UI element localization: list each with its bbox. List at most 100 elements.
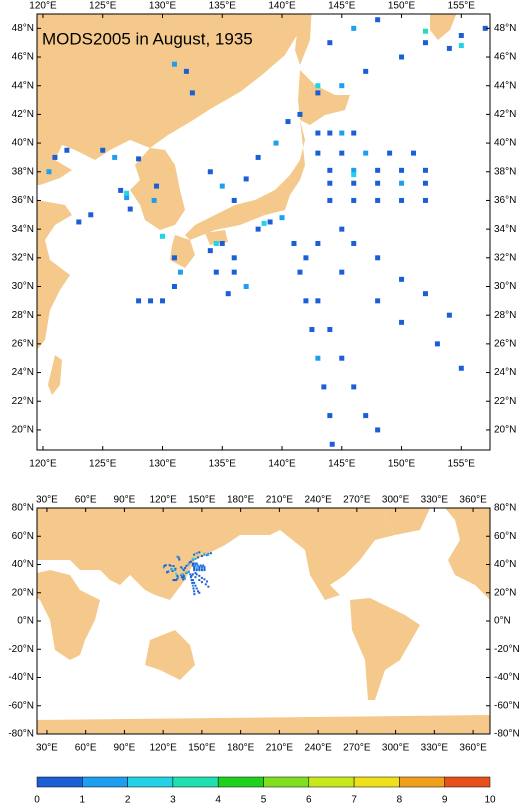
- observation: [180, 576, 183, 579]
- observation: [176, 574, 179, 577]
- observation: [399, 167, 405, 173]
- observation: [191, 564, 194, 567]
- observation: [193, 590, 196, 593]
- observation: [174, 569, 177, 572]
- observation: [187, 563, 190, 566]
- observation: [225, 291, 231, 297]
- x-tick-label: 300°E: [382, 495, 410, 506]
- observation: [198, 591, 201, 594]
- observation: [207, 169, 213, 175]
- x-tick-label: 180°E: [227, 495, 255, 506]
- observation: [213, 269, 219, 275]
- land: [350, 598, 420, 700]
- x-tick-label: 145°E: [328, 1, 356, 12]
- observation: [399, 276, 405, 282]
- observation: [315, 90, 321, 96]
- observation: [203, 552, 206, 555]
- observation: [188, 561, 191, 564]
- observation: [351, 130, 357, 136]
- observation: [273, 140, 279, 146]
- observation: [363, 413, 369, 419]
- x-tick-label: 120°E: [29, 1, 57, 12]
- x-tick-label: 135°E: [209, 459, 237, 470]
- observation: [204, 583, 207, 586]
- y-tick-label: 26°N: [494, 339, 516, 350]
- x-tick-label: 270°E: [343, 495, 371, 506]
- observation: [148, 298, 154, 304]
- observation: [422, 197, 428, 203]
- x-tick-label: 145°E: [328, 459, 356, 470]
- observation: [315, 298, 321, 304]
- observation: [189, 90, 195, 96]
- observation: [194, 576, 197, 579]
- observation: [315, 355, 321, 361]
- observation: [194, 584, 197, 587]
- y-tick-label: 22°N: [494, 396, 516, 407]
- land: [145, 630, 195, 680]
- y-tick-label: 32°N: [12, 252, 34, 263]
- observation: [171, 569, 174, 572]
- observation: [297, 111, 303, 117]
- colorbar-segment: [127, 776, 174, 788]
- observation: [162, 566, 165, 569]
- observation: [198, 569, 201, 572]
- observation: [171, 255, 177, 261]
- observation: [198, 551, 201, 554]
- observation: [255, 154, 261, 160]
- colorbar-segment: [217, 776, 264, 788]
- x-tick-label: 300°E: [382, 743, 410, 754]
- observation: [375, 17, 381, 23]
- colorbar-label: 9: [442, 795, 448, 806]
- observation: [329, 441, 335, 447]
- observation: [194, 562, 197, 565]
- observation: [191, 557, 194, 560]
- y-tick-label: 60°N: [494, 531, 516, 542]
- x-tick-label: 150°E: [388, 1, 416, 12]
- colorbar-label: 7: [351, 795, 357, 806]
- x-tick-label: 150°E: [188, 743, 216, 754]
- observation: [411, 150, 417, 156]
- observation: [194, 557, 197, 560]
- region-observations: [46, 17, 488, 447]
- observation: [198, 574, 201, 577]
- y-tick-label: 40°N: [494, 138, 516, 149]
- y-tick-label: 22°N: [12, 396, 34, 407]
- observation: [209, 552, 212, 555]
- y-tick-label: 40°N: [12, 559, 34, 570]
- observation: [200, 567, 203, 570]
- colorbar-segment: [82, 776, 128, 788]
- observation: [327, 327, 333, 333]
- observation: [174, 567, 177, 570]
- observation: [191, 573, 194, 576]
- colorbar-label: 6: [306, 795, 312, 806]
- observation: [199, 564, 202, 567]
- observation: [195, 566, 198, 569]
- x-tick-label: 60°E: [75, 743, 97, 754]
- observation: [315, 130, 321, 136]
- observation: [169, 564, 172, 567]
- y-tick-label: -60°N: [8, 700, 34, 711]
- x-tick-label: 30°E: [36, 495, 58, 506]
- observation: [303, 298, 309, 304]
- observation: [213, 240, 219, 246]
- y-tick-label: 20°N: [494, 587, 516, 598]
- y-tick-label: 30°N: [494, 281, 516, 292]
- y-tick-label: 26°N: [12, 339, 34, 350]
- observation: [267, 219, 273, 225]
- observation: [186, 571, 189, 574]
- land: [280, 508, 395, 600]
- x-tick-label: 150°E: [188, 495, 216, 506]
- observation: [482, 25, 488, 31]
- observation: [200, 576, 203, 579]
- observation: [339, 83, 345, 89]
- observation: [399, 54, 405, 60]
- colorbar-segment: [353, 776, 400, 788]
- observation: [164, 564, 167, 567]
- colorbar-label: 10: [484, 795, 496, 806]
- observation: [187, 570, 190, 573]
- observation: [198, 579, 201, 582]
- colorbar-label: 1: [80, 795, 86, 806]
- observation: [207, 553, 210, 556]
- observation: [351, 240, 357, 246]
- observation: [171, 568, 174, 571]
